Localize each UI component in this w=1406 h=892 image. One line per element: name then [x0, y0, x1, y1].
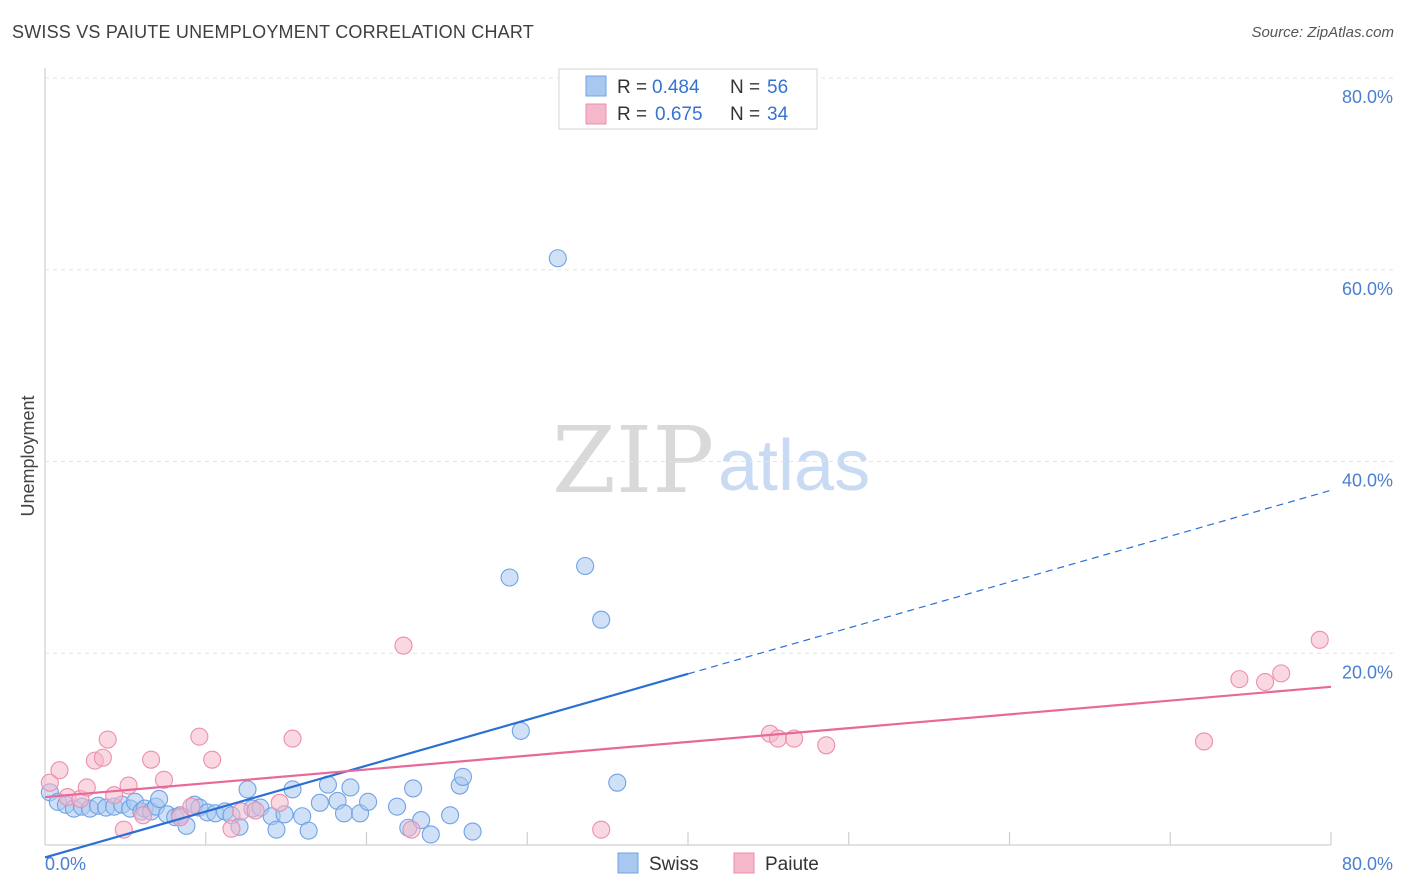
- swiss-point-52: [463, 822, 482, 841]
- legend-n-value-paiute: 34: [767, 104, 789, 125]
- paiute-point-16: [190, 727, 209, 746]
- bottom-legend-swatch-paiute: [733, 852, 755, 874]
- y-tick-label-60: 60.0%: [1342, 279, 1393, 299]
- bottom-legend-label-paiute: Paiute: [765, 854, 819, 875]
- swiss-point-46: [404, 779, 423, 798]
- legend-n-label-swiss: N =: [730, 77, 760, 98]
- paiute-point-7: [98, 730, 117, 749]
- paiute-point-12: [142, 750, 161, 769]
- legend-n-value-swiss: 56: [767, 77, 788, 98]
- legend-r-value-paiute: 0.675: [655, 104, 703, 125]
- swiss-point-40: [334, 804, 354, 823]
- paiute-point-22: [283, 729, 302, 748]
- paiute-point-23: [394, 636, 413, 655]
- paiute-point-4: [77, 778, 96, 797]
- paiute-point-8: [105, 786, 124, 805]
- swiss-point-51: [453, 767, 473, 786]
- paiute-point-24: [402, 820, 421, 839]
- swiss-point-54: [511, 721, 530, 740]
- paiute-point-25: [592, 820, 611, 839]
- paiute-point-11: [134, 806, 153, 825]
- swiss-point-41: [341, 778, 360, 797]
- swiss-point-53: [500, 568, 519, 587]
- paiute-point-29: [817, 736, 836, 755]
- paiute-point-15: [182, 797, 201, 816]
- bottom-legend-label-swiss: Swiss: [649, 854, 699, 875]
- legend-box: R = 0.484 N = 56 R = 0.675 N = 34: [558, 68, 818, 130]
- paiute-point-33: [1272, 664, 1291, 683]
- x-tick-label-max: 80.0%: [1342, 854, 1393, 874]
- watermark-zip: ZIP: [552, 407, 714, 514]
- source-label: Source: ZipAtlas.com: [1251, 24, 1394, 41]
- y-tick-labels: 20.0% 40.0% 60.0% 80.0%: [1342, 87, 1393, 682]
- x-tick-label-min: 0.0%: [45, 854, 86, 874]
- legend-r-label-paiute: R =: [617, 104, 647, 125]
- watermark-atlas: atlas: [718, 426, 870, 506]
- paiute-point-28: [785, 729, 804, 748]
- paiute-point-6: [93, 748, 112, 767]
- paiute-point-30: [1194, 732, 1214, 751]
- y-tick-label-40: 40.0%: [1342, 471, 1393, 491]
- swiss-point-16: [150, 789, 169, 809]
- swiss-point-56: [576, 556, 595, 576]
- swiss-point-58: [608, 773, 627, 792]
- legend-r-value-swiss: 0.484: [652, 77, 700, 98]
- paiute-point-34: [1310, 630, 1329, 649]
- bottom-legend: Swiss Paiute: [617, 852, 819, 875]
- grid-lines: [45, 77, 1393, 654]
- paiute-point-17: [203, 750, 222, 769]
- swiss-point-55: [548, 249, 567, 268]
- paiute-point-32: [1256, 672, 1275, 692]
- trend-lines: [44, 489, 1332, 859]
- data-points: [40, 249, 1329, 844]
- paiute-point-31: [1230, 670, 1249, 689]
- y-tick-label-20: 20.0%: [1342, 662, 1393, 682]
- paiute-point-0: [40, 773, 59, 792]
- legend-swatch-paiute: [585, 103, 607, 125]
- x-ticks: [205, 832, 1332, 845]
- paiute-point-21: [270, 793, 289, 812]
- swiss-point-43: [359, 792, 378, 811]
- chart-title: SWISS VS PAIUTE UNEMPLOYMENT CORRELATION…: [12, 22, 534, 42]
- swiss-trend-line: [44, 672, 689, 859]
- swiss-point-37: [310, 793, 329, 812]
- paiute-point-1: [50, 761, 69, 780]
- swiss-point-44: [387, 797, 407, 816]
- swiss-point-32: [267, 820, 286, 839]
- swiss-point-28: [238, 780, 257, 799]
- bottom-legend-swatch-swiss: [617, 852, 639, 874]
- swiss-point-49: [441, 806, 460, 825]
- paiute-point-20: [246, 801, 265, 820]
- legend-swatch-swiss: [585, 75, 607, 97]
- swiss-point-48: [421, 825, 440, 844]
- paiute-point-18: [222, 819, 241, 838]
- swiss-point-57: [592, 610, 611, 629]
- y-axis-label: Unemployment: [18, 395, 38, 516]
- swiss-trend-line-extension: [687, 489, 1332, 675]
- paiute-point-13: [154, 770, 174, 789]
- paiute-trend-line: [44, 685, 1332, 799]
- legend-r-label-swiss: R =: [617, 77, 647, 98]
- y-tick-label-80: 80.0%: [1342, 87, 1393, 107]
- swiss-point-36: [299, 821, 318, 840]
- legend-n-label-paiute: N =: [730, 104, 760, 125]
